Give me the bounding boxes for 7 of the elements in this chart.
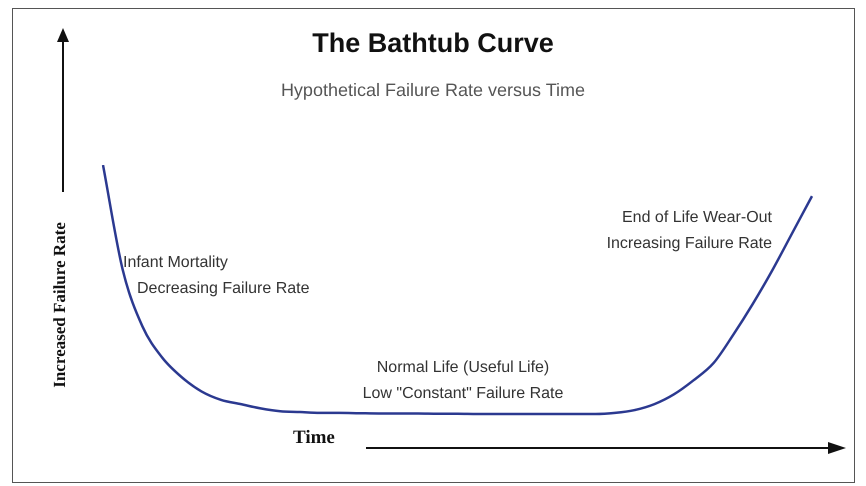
annotation: Normal Life (Useful Life) Low "Constant" Failure Rate <box>362 358 564 404</box>
annotation: End of Life Wear-Out Increasing Failure Rate <box>606 208 772 254</box>
x-axis-title: Time <box>293 427 335 449</box>
y-axis-title: Increased Failure Rate <box>50 222 70 388</box>
annotation: Infant Mortality Decreasing Failure Rate <box>123 253 310 299</box>
chart-title: The Bathtub Curve <box>311 28 555 59</box>
chart-subtitle: Hypothetical Failure Rate versus Time <box>280 80 586 101</box>
